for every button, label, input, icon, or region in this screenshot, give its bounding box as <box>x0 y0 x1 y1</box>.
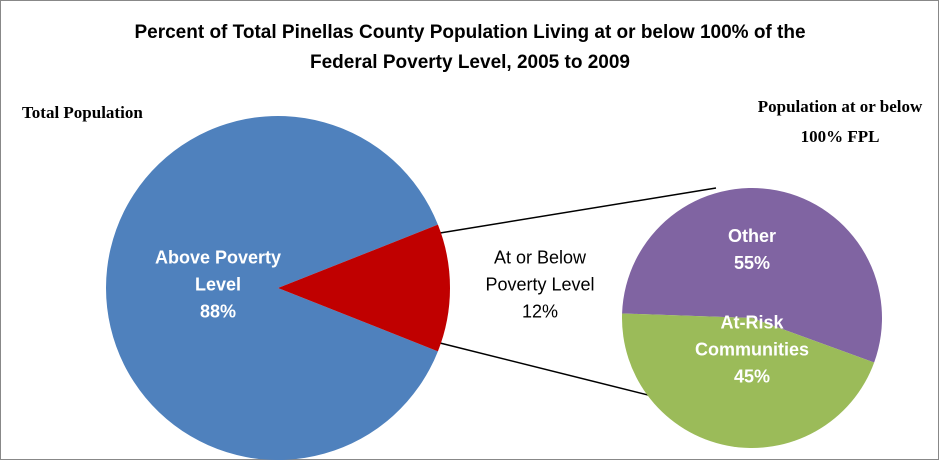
slice-value: 45% <box>733 366 771 387</box>
pie-slice <box>278 224 450 352</box>
pie-slice <box>622 188 882 363</box>
slice-label: At-Risk Communities 45% <box>672 310 832 391</box>
slice-label: Above Poverty Level 88% <box>133 245 303 326</box>
pie-slice <box>621 313 875 449</box>
slice-category: At-Risk Communities <box>694 312 809 360</box>
slice-category: Above Poverty Level <box>154 247 282 295</box>
slice-value: 55% <box>733 253 771 273</box>
slice-value: 88% <box>199 301 237 322</box>
chart-title: Percent of Total Pinellas County Populat… <box>134 22 806 73</box>
slice-category: At or Below Poverty Level <box>485 247 595 295</box>
slice-label: At or Below Poverty Level 12% <box>465 245 615 326</box>
slice-value: 12% <box>521 301 559 322</box>
connector <box>439 187 717 234</box>
pie-subtitle: Total Population <box>22 103 143 122</box>
slice-category: Other <box>727 226 776 246</box>
pie-slice <box>106 115 438 460</box>
slice-label: Other 55% <box>677 223 827 277</box>
pie-subtitle: Population at or below 100% FPL <box>757 97 923 146</box>
